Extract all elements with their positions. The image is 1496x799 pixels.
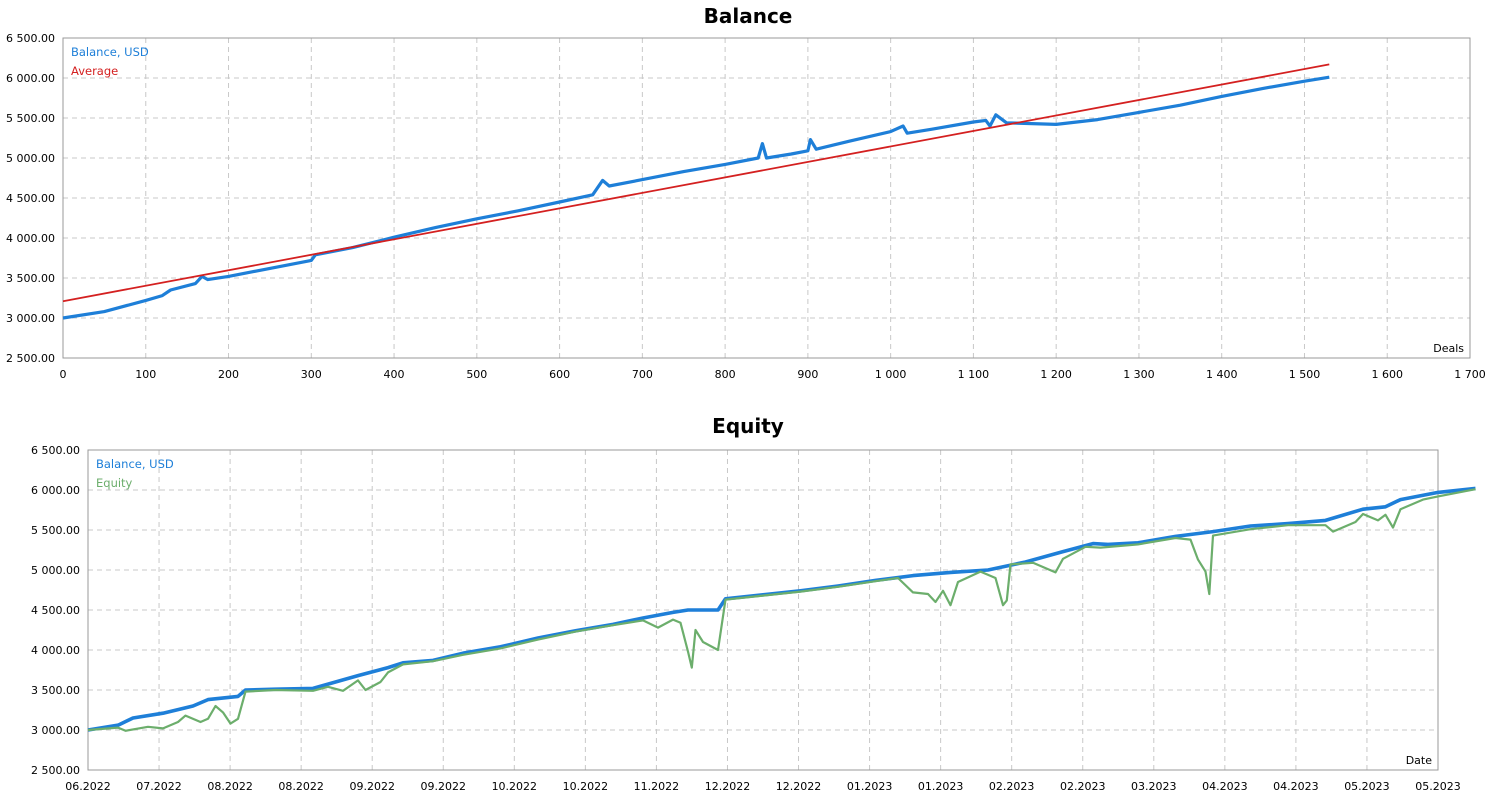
x-tick-label: 03.2023 [1131,780,1177,793]
equity-chart-svg: 2 500.00 3 000.00 3 500.00 4 000.00 4 500.00… [31,444,1476,793]
x-tick-label: 11.2022 [634,780,680,793]
y-tick-label: 4 500.00 [6,192,55,205]
equity-chart: Equity 2 500.00 3 000.00 3 500.00 4 000.00 4… [0,410,1496,799]
x-tick-label: 01.2023 [918,780,964,793]
y-tick-label: 5 500.00 [6,112,55,125]
series-line-secondary [87,488,1476,732]
legend-entry: Balance, USD [96,457,174,471]
balance-chart-svg: 2 500.00 3 000.00 3 500.00 4 000.00 4 500.00… [6,32,1486,381]
x-tick-label: 1 300 [1123,368,1155,381]
y-tick-label: 4 500.00 [31,604,80,617]
x-tick-label: 05.2023 [1415,780,1461,793]
y-tick-label: 4 000.00 [31,644,80,657]
y-tick-label: 5 000.00 [6,152,55,165]
legend-entry: Average [71,64,118,78]
x-tick-label: 400 [384,368,405,381]
x-tick-label: 09.2022 [349,780,395,793]
y-tick-label: 3 500.00 [31,684,80,697]
x-tick-label: 300 [301,368,322,381]
x-tick-label: 10.2022 [492,780,538,793]
x-axis-label: Date [1406,754,1433,767]
x-tick-label: 200 [218,368,239,381]
y-tick-label: 6 500.00 [6,32,55,45]
x-tick-label: 05.2023 [1344,780,1390,793]
x-tick-label: 100 [135,368,156,381]
plot-frame [87,449,1439,771]
x-axis-label: Deals [1433,342,1464,355]
y-tick-label: 3 500.00 [6,272,55,285]
x-tick-label: 12.2022 [776,780,822,793]
x-tick-label: 04.2023 [1202,780,1248,793]
y-tick-label: 2 500.00 [6,352,55,365]
y-tick-label: 6 000.00 [31,484,80,497]
x-tick-label: 08.2022 [278,780,324,793]
x-tick-label: 0 [60,368,67,381]
y-tick-label: 6 000.00 [6,72,55,85]
x-tick-label: 900 [797,368,818,381]
x-tick-label: 04.2023 [1273,780,1319,793]
plot-frame [62,37,1471,359]
legend-entry: Balance, USD [71,45,149,59]
x-tick-label: 1 200 [1040,368,1072,381]
x-tick-label: 02.2023 [1060,780,1106,793]
x-tick-label: 800 [715,368,736,381]
legend-entry: Equity [96,476,133,490]
x-tick-label: 07.2022 [136,780,182,793]
x-tick-label: 1 600 [1371,368,1403,381]
balance-chart: Balance 2 500.00 3 000.00 3 500.00 4 000.00… [0,0,1496,392]
y-tick-label: 5 500.00 [31,524,80,537]
series-line-primary [87,486,1476,732]
series-line-primary [62,75,1330,320]
chart-title: Equity [712,414,784,438]
x-tick-label: 500 [466,368,487,381]
x-tick-label: 09.2022 [421,780,467,793]
x-tick-label: 02.2023 [989,780,1035,793]
x-tick-label: 1 000 [875,368,907,381]
y-tick-label: 3 000.00 [6,312,55,325]
y-tick-label: 5 000.00 [31,564,80,577]
y-tick-label: 6 500.00 [31,444,80,457]
x-tick-label: 06.2022 [65,780,111,793]
series-line-secondary [62,63,1330,303]
x-tick-label: 08.2022 [207,780,253,793]
x-tick-label: 600 [549,368,570,381]
x-tick-label: 1 700 [1454,368,1486,381]
y-tick-label: 4 000.00 [6,232,55,245]
x-tick-label: 1 500 [1289,368,1321,381]
x-tick-label: 1 100 [958,368,990,381]
x-tick-label: 1 400 [1206,368,1238,381]
y-tick-label: 2 500.00 [31,764,80,777]
x-tick-label: 01.2023 [847,780,893,793]
y-tick-label: 3 000.00 [31,724,80,737]
chart-title: Balance [703,4,793,28]
x-tick-label: 700 [632,368,653,381]
x-tick-label: 12.2022 [705,780,751,793]
x-tick-label: 10.2022 [563,780,609,793]
